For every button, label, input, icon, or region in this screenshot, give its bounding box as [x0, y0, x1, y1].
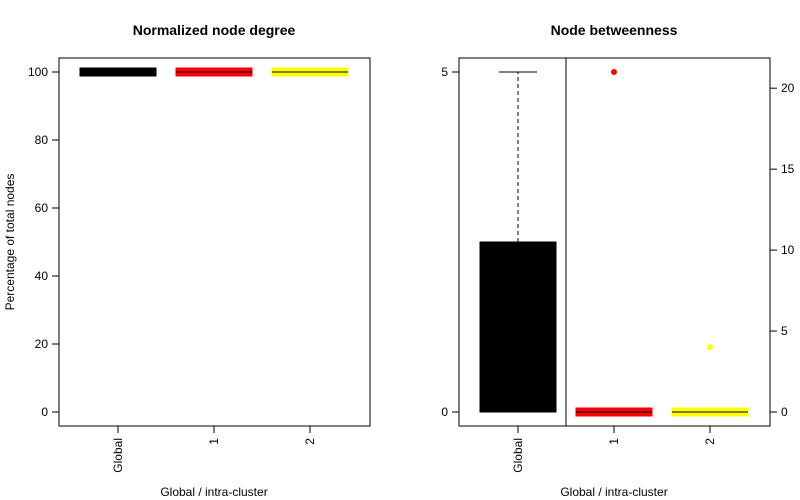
- degree-y-tick-label-40: 40: [35, 269, 49, 283]
- betweenness-right-y-tick-label-15: 15: [781, 162, 795, 176]
- degree-y-tick-label-0: 0: [41, 405, 48, 419]
- betweenness-left-y-tick-label-5: 5: [441, 65, 448, 79]
- degree-y-tick-label-100: 100: [28, 65, 48, 79]
- degree-plot-frame: [58, 57, 371, 427]
- betweenness-left-y-axis: 05: [441, 65, 460, 419]
- betweenness-x-tick-label-global: Global: [511, 438, 525, 473]
- betweenness-left-y-tick-label-0: 0: [441, 405, 448, 419]
- degree-y-axis-label: Percentage of total nodes: [3, 174, 17, 311]
- betweenness-x-tick-label-1: 1: [607, 438, 621, 445]
- betweenness-outlier-1-0: [611, 69, 617, 75]
- betweenness-x-axis: Global 1 2: [511, 425, 717, 473]
- betweenness-box-global: [479, 241, 557, 413]
- betweenness-outlier-2-0: [707, 344, 713, 351]
- betweenness-chart-title: Node betweenness: [551, 22, 678, 38]
- betweenness-x-tick-label-2: 2: [703, 438, 717, 445]
- degree-boxes: [79, 67, 349, 77]
- betweenness-panel: Node betweenness Global / intra-cluster …: [441, 22, 794, 499]
- betweenness-right-y-tick-label-10: 10: [781, 243, 795, 257]
- betweenness-right-y-tick-label-5: 5: [781, 324, 788, 338]
- degree-x-axis: Global 1 2: [111, 425, 317, 473]
- degree-x-axis-label: Global / intra-cluster: [160, 485, 267, 499]
- betweenness-right-y-tick-label-20: 20: [781, 81, 795, 95]
- degree-panel: Normalized node degree Global / intra-cl…: [3, 22, 371, 499]
- degree-chart-title: Normalized node degree: [133, 22, 296, 38]
- degree-x-tick-label-global: Global: [111, 438, 125, 473]
- betweenness-boxes: [479, 69, 749, 417]
- degree-y-tick-label-20: 20: [35, 337, 49, 351]
- degree-y-axis: 0 20 40 60 80 100: [28, 65, 60, 419]
- betweenness-x-axis-label: Global / intra-cluster: [560, 485, 667, 499]
- betweenness-right-y-tick-label-0: 0: [781, 405, 788, 419]
- degree-x-tick-label-1: 1: [207, 438, 221, 445]
- degree-x-tick-label-2: 2: [303, 438, 317, 445]
- betweenness-right-y-axis: 0 5 10 15 20: [769, 81, 795, 419]
- degree-y-tick-label-80: 80: [35, 133, 49, 147]
- degree-y-tick-label-60: 60: [35, 201, 49, 215]
